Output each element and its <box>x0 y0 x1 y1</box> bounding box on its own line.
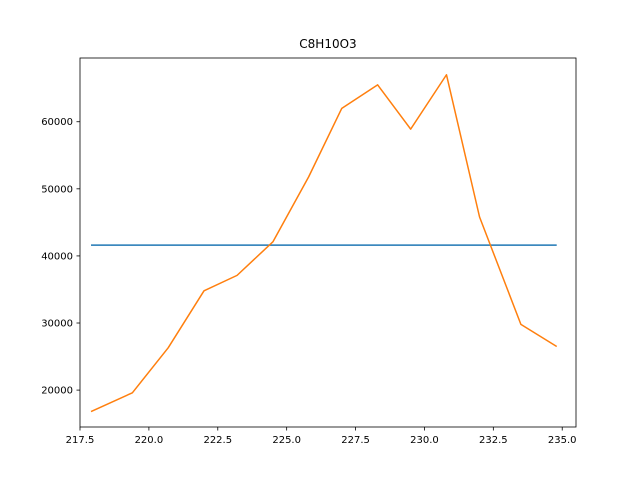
series-line-2 <box>90 74 558 413</box>
y-tick-label: 40000 <box>41 251 73 262</box>
x-tick-label: 222.5 <box>203 435 232 446</box>
x-tick-label: 217.5 <box>66 435 95 446</box>
x-tick-label: 227.5 <box>341 435 370 446</box>
y-tick-label: 20000 <box>41 386 73 397</box>
chart-title: C8H10O3 <box>299 37 356 51</box>
series-layer <box>90 74 558 413</box>
y-tick-label: 50000 <box>41 184 73 195</box>
x-tick-label: 232.5 <box>479 435 508 446</box>
plot-frame <box>79 57 577 428</box>
y-tick-label: 60000 <box>41 117 73 128</box>
x-tick-label: 225.0 <box>272 435 301 446</box>
y-axis: 20000 30000 40000 50000 60000 <box>41 117 80 397</box>
x-tick-label: 220.0 <box>135 435 164 446</box>
x-tick-label: 235.0 <box>548 435 577 446</box>
x-axis: 217.5 220.0 222.5 225.0 227.5 230.0 232.5 235.0 <box>66 427 577 446</box>
y-tick-label: 30000 <box>41 319 73 330</box>
x-tick-label: 230.0 <box>410 435 439 446</box>
